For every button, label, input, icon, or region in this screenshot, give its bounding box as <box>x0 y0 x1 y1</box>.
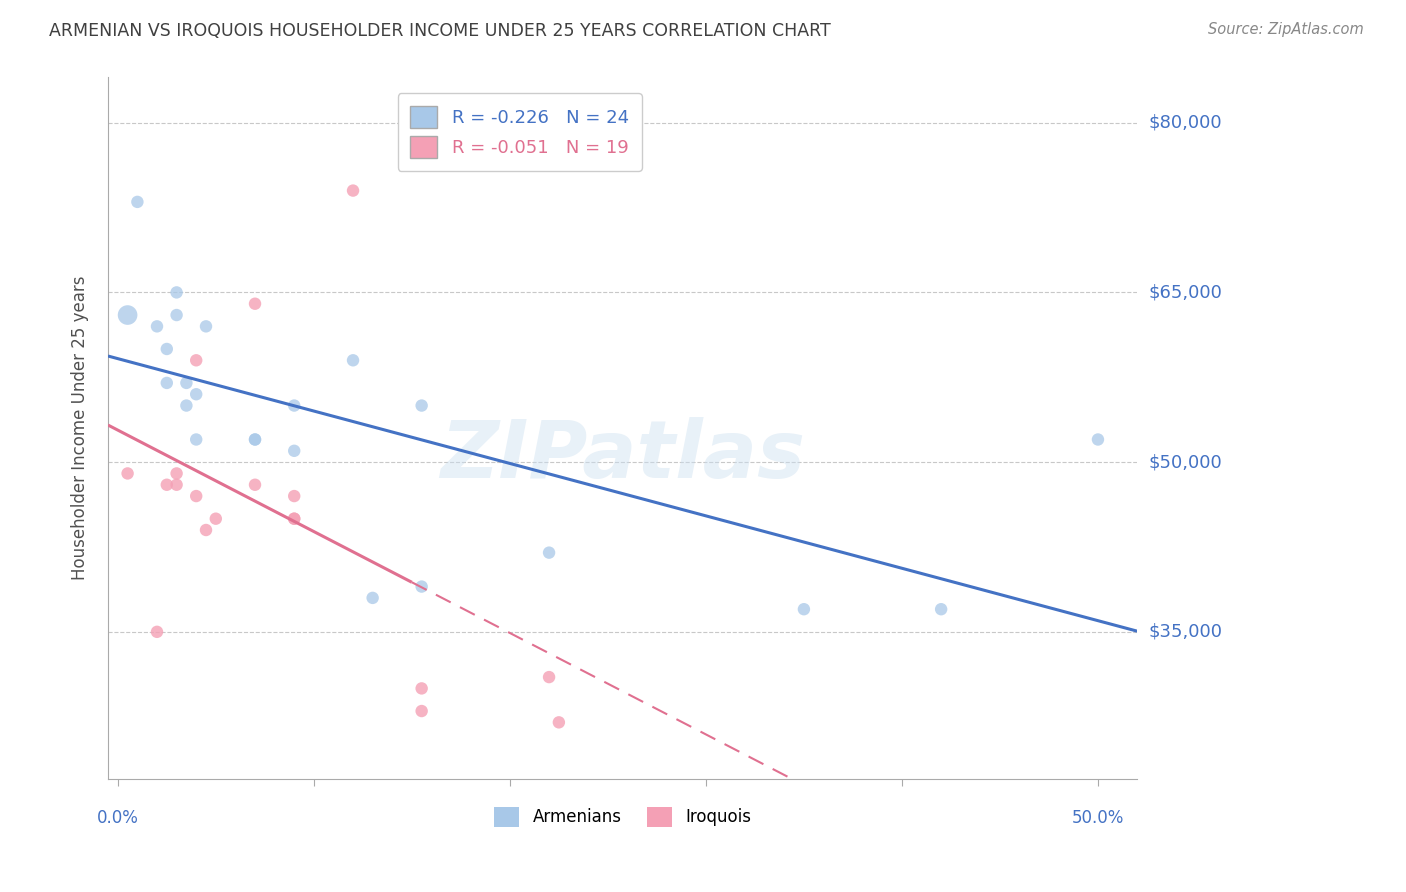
Point <box>186 489 208 503</box>
Point <box>186 353 208 368</box>
Text: Source: ZipAtlas.com: Source: ZipAtlas.com <box>1208 22 1364 37</box>
Legend: Armenians, Iroquois: Armenians, Iroquois <box>488 800 758 834</box>
Point <box>166 285 188 300</box>
Point <box>146 319 169 334</box>
Point <box>243 433 266 447</box>
Point <box>166 308 188 322</box>
Point <box>283 511 305 525</box>
Point <box>283 443 305 458</box>
Point <box>156 376 179 390</box>
Point <box>127 194 149 209</box>
Point <box>793 602 815 616</box>
Point <box>204 511 226 525</box>
Text: $80,000: $80,000 <box>1149 113 1222 132</box>
Point <box>176 376 198 390</box>
Point <box>538 546 561 560</box>
Point <box>342 353 364 368</box>
Point <box>156 342 179 356</box>
Point <box>283 399 305 413</box>
Point <box>243 296 266 310</box>
Text: 50.0%: 50.0% <box>1071 809 1125 828</box>
Point <box>411 580 433 594</box>
Text: $65,000: $65,000 <box>1149 284 1222 301</box>
Point <box>411 399 433 413</box>
Point <box>411 704 433 718</box>
Point <box>195 319 218 334</box>
Point <box>283 489 305 503</box>
Point <box>538 670 561 684</box>
Point <box>1087 433 1109 447</box>
Point <box>186 433 208 447</box>
Point <box>361 591 384 605</box>
Y-axis label: Householder Income Under 25 years: Householder Income Under 25 years <box>72 276 89 581</box>
Point <box>156 477 179 491</box>
Point <box>195 523 218 537</box>
Point <box>117 467 139 481</box>
Point <box>186 387 208 401</box>
Point <box>166 477 188 491</box>
Point <box>176 399 198 413</box>
Text: ZIPatlas: ZIPatlas <box>440 417 806 495</box>
Point <box>342 184 364 198</box>
Point <box>283 511 305 525</box>
Point <box>117 308 139 322</box>
Text: 0.0%: 0.0% <box>97 809 139 828</box>
Text: $35,000: $35,000 <box>1149 623 1222 640</box>
Point <box>929 602 952 616</box>
Text: ARMENIAN VS IROQUOIS HOUSEHOLDER INCOME UNDER 25 YEARS CORRELATION CHART: ARMENIAN VS IROQUOIS HOUSEHOLDER INCOME … <box>49 22 831 40</box>
Point <box>146 624 169 639</box>
Point <box>166 467 188 481</box>
Point <box>547 715 569 730</box>
Point <box>243 477 266 491</box>
Point <box>243 433 266 447</box>
Text: $50,000: $50,000 <box>1149 453 1222 471</box>
Point <box>411 681 433 696</box>
